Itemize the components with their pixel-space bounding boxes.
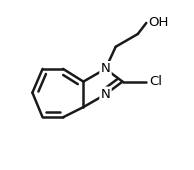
Text: OH: OH [148, 16, 168, 29]
Text: N: N [101, 88, 110, 101]
Text: N: N [101, 62, 110, 75]
Text: Cl: Cl [149, 75, 162, 88]
